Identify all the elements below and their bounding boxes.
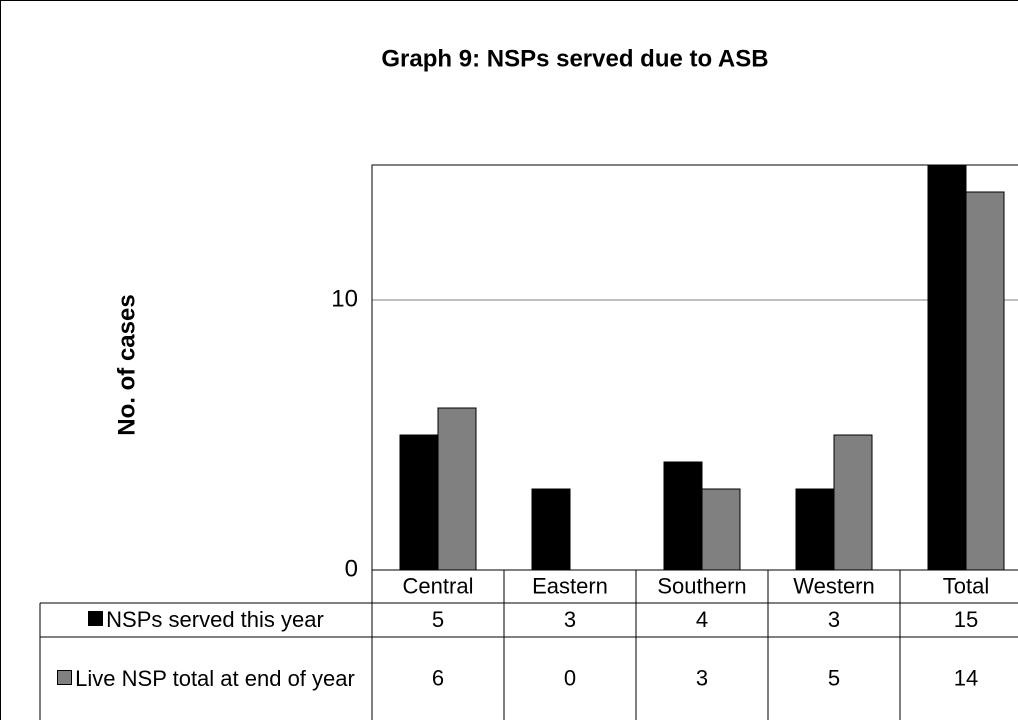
table-cell: 5 (828, 665, 840, 690)
table-cell: 15 (954, 607, 978, 632)
bar (965, 191, 1005, 571)
x-tick-label: Southern (657, 573, 746, 598)
table-cell: 3 (696, 665, 708, 690)
x-tick-label: Central (403, 573, 474, 598)
table-cell: 0 (564, 665, 576, 690)
legend-swatch (88, 611, 104, 626)
legend-label: NSPs served this year (106, 607, 324, 632)
y-tick-label: 0 (345, 555, 358, 582)
bar (531, 488, 571, 571)
y-axis-label: No. of cases (113, 294, 140, 435)
bar (795, 488, 835, 571)
legend-label: Live NSP total at end of year (75, 665, 355, 691)
bar (927, 164, 967, 571)
bar (399, 434, 439, 571)
legend-entry: NSPs served this year (42, 603, 370, 637)
table-cell: 5 (432, 607, 444, 632)
chart-title: Graph 9: NSPs served due to ASB (381, 45, 768, 72)
legend-text: NSPs served this year (88, 608, 324, 632)
bar (663, 461, 703, 571)
bar (701, 488, 741, 571)
legend-swatch (57, 669, 73, 685)
table-cell: 3 (828, 607, 840, 632)
x-tick-label: Eastern (532, 573, 608, 598)
x-tick-label: Western (793, 573, 875, 598)
table-cell: 14 (954, 665, 978, 690)
table-cell: 4 (696, 607, 708, 632)
bar (437, 407, 477, 571)
legend-text: Live NSP total at end of year (57, 665, 355, 691)
y-tick-label: 10 (331, 285, 358, 312)
table-cell: 3 (564, 607, 576, 632)
legend-entry: Live NSP total at end of year (42, 637, 370, 720)
bar (833, 434, 873, 571)
x-tick-label: Total (943, 573, 989, 598)
table-cell: 6 (432, 665, 444, 690)
